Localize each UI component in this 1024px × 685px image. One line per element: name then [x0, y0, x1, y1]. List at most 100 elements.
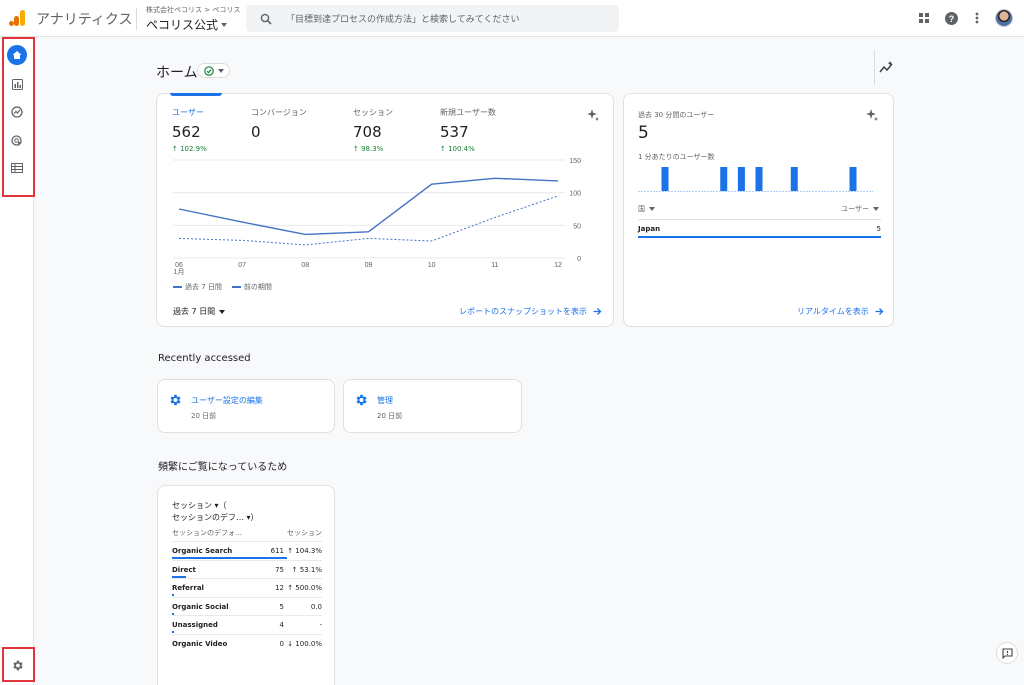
metric-label: コンバージョン [251, 108, 307, 117]
apps-grid-icon[interactable] [916, 10, 932, 26]
more-vert-icon[interactable] [969, 10, 985, 26]
table-row[interactable]: Organic Video 0 ↓ 100.0% [172, 633, 322, 652]
country-users: 5 [876, 225, 881, 233]
insights-icon[interactable] [876, 58, 896, 78]
summary-card: ユーザー 562 ↑ 102.9% コンバージョン 0 セッション 708 ↑ … [156, 93, 614, 327]
nav-configure-icon[interactable] [7, 158, 27, 178]
sessions-by-channel-card: セッション ▾（ セッションのデフ… ▾） セッションのデフォ… セッション O… [157, 485, 335, 685]
nav-advertising-icon[interactable] [7, 131, 27, 151]
recent-section-title: Recently accessed [158, 353, 251, 364]
share-bar [172, 631, 174, 633]
nav-explore-icon[interactable] [7, 102, 27, 122]
metric-users[interactable]: ユーザー 562 ↑ 102.9% [172, 107, 207, 153]
legend-label: 過去 7 日間 [185, 283, 222, 291]
session-count: 4 [279, 621, 284, 629]
feedback-icon [1001, 647, 1013, 659]
realtime-bar-chart [638, 167, 873, 192]
analytics-logo[interactable] [8, 9, 26, 27]
session-change: ↑ 104.3% [287, 547, 322, 555]
metric-sessions[interactable]: セッション 708 ↑ 98.3% [353, 107, 393, 153]
session-change: - [319, 621, 322, 629]
divider [638, 219, 881, 220]
chevron-down-icon [649, 207, 655, 211]
view-realtime-link[interactable]: リアルタイムを表示 [797, 306, 884, 317]
recent-item-admin[interactable]: 管理 20 日前 [343, 379, 522, 433]
session-count: 611 [270, 547, 284, 555]
recent-item-time: 20 日前 [191, 412, 217, 420]
x-tick-label: 09 [365, 262, 373, 269]
divider [874, 50, 875, 85]
x-tick-label: 11 [491, 262, 498, 269]
chevron-down-icon [221, 22, 228, 27]
card-title-metric-select[interactable]: セッション ▾（ [172, 501, 227, 510]
x-tick-label: 06 [175, 262, 183, 269]
table-row[interactable]: Organic Social 5 0.0 [172, 596, 322, 615]
nav-highlight-box [2, 37, 35, 197]
data-status-chip[interactable] [197, 63, 230, 78]
nav-reports-icon[interactable] [7, 74, 27, 94]
series-line-previous [178, 195, 559, 246]
check-circle-icon [203, 65, 214, 76]
left-nav [0, 37, 35, 685]
chevron-down-icon [873, 207, 879, 211]
metric-conversions[interactable]: コンバージョン 0 [251, 107, 307, 145]
column-header: セッション [287, 529, 322, 537]
chevron-down-icon [219, 309, 226, 314]
column-label: ユーザー [841, 205, 869, 213]
realtime-title: 過去 30 分間のユーザー [638, 111, 715, 119]
table-row[interactable]: Unassigned 4 - [172, 615, 322, 633]
channel-name: Organic Video [172, 639, 228, 648]
metric-label: 新規ユーザー数 [440, 108, 496, 117]
metric-new-users[interactable]: 新規ユーザー数 537 ↑ 100.4% [440, 107, 496, 153]
y-tick-label: 50 [573, 223, 581, 230]
property-name: ペコリス公式 [146, 18, 219, 32]
realtime-bar [720, 167, 728, 191]
search-bar[interactable]: 「目標到達プロセスの作成方法」と検索してみてください [246, 5, 619, 32]
sparkle-icon[interactable] [865, 108, 879, 122]
recent-item-user-settings[interactable]: ユーザー設定の編集 20 日前 [157, 379, 335, 433]
date-range-label: 過去 7 日間 [173, 307, 216, 316]
legend-label: 前の期間 [243, 283, 272, 291]
session-change: ↑ 500.0% [287, 584, 322, 592]
sparkle-icon[interactable] [586, 108, 600, 122]
nav-home-icon[interactable] [7, 45, 27, 65]
search-icon [260, 13, 272, 25]
nav-highlight-box-bottom [2, 647, 35, 682]
feedback-button[interactable] [996, 642, 1018, 664]
help-icon[interactable]: ? [943, 10, 959, 26]
chevron-down-icon [217, 68, 224, 73]
users-column-select[interactable]: ユーザー [841, 204, 879, 214]
legend-item-current: 過去 7 日間 [173, 282, 222, 292]
account-breadcrumb[interactable]: 株式会社ペコリス > ペコリス [146, 6, 241, 14]
avatar[interactable] [995, 9, 1013, 27]
realtime-bar [755, 167, 763, 191]
x-tick-label: 12 [554, 262, 562, 269]
y-tick-label: 150 [569, 158, 581, 165]
metric-value: 0 [251, 123, 261, 141]
session-count: 75 [275, 565, 284, 574]
realtime-bar [661, 167, 669, 191]
recent-item-label: ユーザー設定の編集 [191, 396, 263, 405]
table-row[interactable]: Organic Search 611 ↑ 104.3% [172, 541, 322, 559]
legend-item-previous: 前の期間 [231, 282, 272, 292]
series-line-current [178, 177, 559, 236]
link-label: レポートのスナップショットを表示 [459, 307, 587, 316]
settings-gear-icon[interactable] [7, 655, 27, 675]
table-row[interactable]: Referral 12 ↑ 500.0% [172, 578, 322, 596]
country-name: Japan [638, 225, 661, 233]
channel-name: Organic Social [172, 602, 229, 611]
chart-legend: 過去 7 日間 前の期間 [173, 282, 272, 292]
table-row[interactable]: Direct 75 ↑ 53.1% [172, 559, 322, 578]
share-bar [172, 557, 287, 559]
property-selector[interactable]: ペコリス公式 [146, 16, 228, 33]
share-bar [172, 575, 187, 578]
country-column-select[interactable]: 国 [638, 204, 655, 214]
metric-value: 562 [172, 123, 201, 141]
view-snapshot-link[interactable]: レポートのスナップショットを表示 [459, 306, 602, 317]
realtime-bar [737, 167, 745, 191]
x-tick-label: 10 [428, 262, 436, 269]
session-count: 0 [279, 639, 284, 648]
search-input[interactable]: 「目標到達プロセスの作成方法」と検索してみてください [286, 15, 520, 25]
card-title-dimension-select[interactable]: セッションのデフ… ▾） [172, 513, 259, 522]
date-range-select[interactable]: 過去 7 日間 [173, 306, 226, 317]
